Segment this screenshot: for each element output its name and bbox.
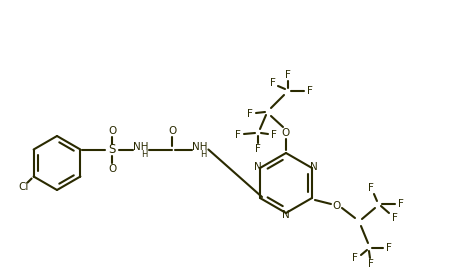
Text: O: O [108,126,116,136]
Text: F: F [246,109,252,119]
Text: NH: NH [191,143,207,153]
Text: F: F [385,243,391,253]
Text: O: O [168,126,176,136]
Text: F: F [254,144,260,154]
Text: S: S [108,143,116,156]
Text: F: F [270,130,276,140]
Text: N: N [254,162,262,172]
Text: F: F [367,183,373,193]
Text: F: F [367,259,373,269]
Text: O: O [332,201,341,211]
Text: N: N [309,162,317,172]
Text: F: F [235,130,241,140]
Text: O: O [108,164,116,174]
Text: N: N [281,210,289,220]
Text: O: O [281,128,290,138]
Text: F: F [397,199,403,209]
Text: F: F [269,78,275,88]
Text: H: H [141,150,147,159]
Text: F: F [285,70,290,80]
Text: NH: NH [132,143,148,153]
Text: H: H [200,150,206,159]
Text: F: F [351,253,357,263]
Text: F: F [391,213,397,223]
Text: Cl: Cl [18,181,29,191]
Text: F: F [307,86,312,96]
